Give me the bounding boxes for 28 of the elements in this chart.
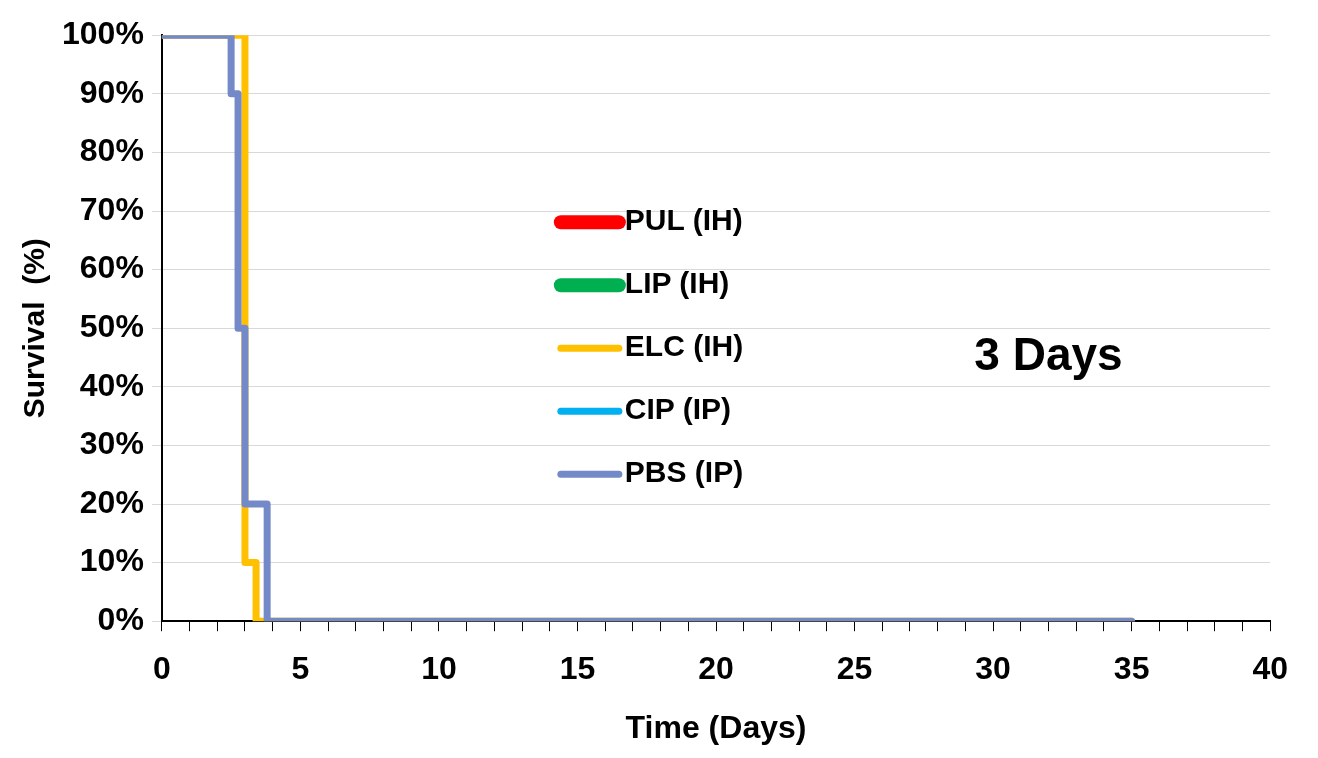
y-tick-label: 10% — [79, 542, 144, 579]
x-tick-label: 5 — [291, 650, 310, 687]
x-tick-label: 0 — [152, 650, 171, 687]
y-tick-label: 50% — [79, 308, 144, 345]
x-tick-label: 25 — [836, 650, 873, 687]
legend-label: PUL (IH) — [624, 203, 743, 237]
x-tick-label: 15 — [559, 650, 596, 687]
y-tick-label: 100% — [62, 15, 144, 52]
y-tick-label: 90% — [79, 73, 144, 110]
legend-label: ELC (IH) — [624, 329, 744, 363]
y-axis-title: Survival (%) — [17, 238, 51, 419]
legend-label: CIP (IP) — [624, 392, 731, 426]
legend-label: PBS (IP) — [624, 455, 744, 489]
x-tick-label: 40 — [1252, 650, 1288, 687]
x-tick-label: 20 — [698, 650, 734, 687]
y-tick-label: 0% — [97, 601, 144, 638]
y-tick-label: 60% — [79, 249, 144, 286]
y-tick-label: 40% — [79, 366, 144, 403]
y-tick-label: 80% — [79, 132, 144, 169]
legend-label: LIP (IH) — [624, 266, 730, 300]
x-axis-title: Time (Days) — [625, 708, 807, 745]
y-tick-label: 70% — [79, 190, 144, 227]
x-tick-label: 35 — [1113, 650, 1150, 687]
x-tick-label: 30 — [975, 650, 1011, 687]
y-tick-label: 20% — [79, 483, 144, 520]
annotation: 3 Days — [974, 328, 1123, 381]
x-tick-label: 10 — [421, 650, 457, 687]
y-tick-label: 30% — [79, 425, 144, 462]
